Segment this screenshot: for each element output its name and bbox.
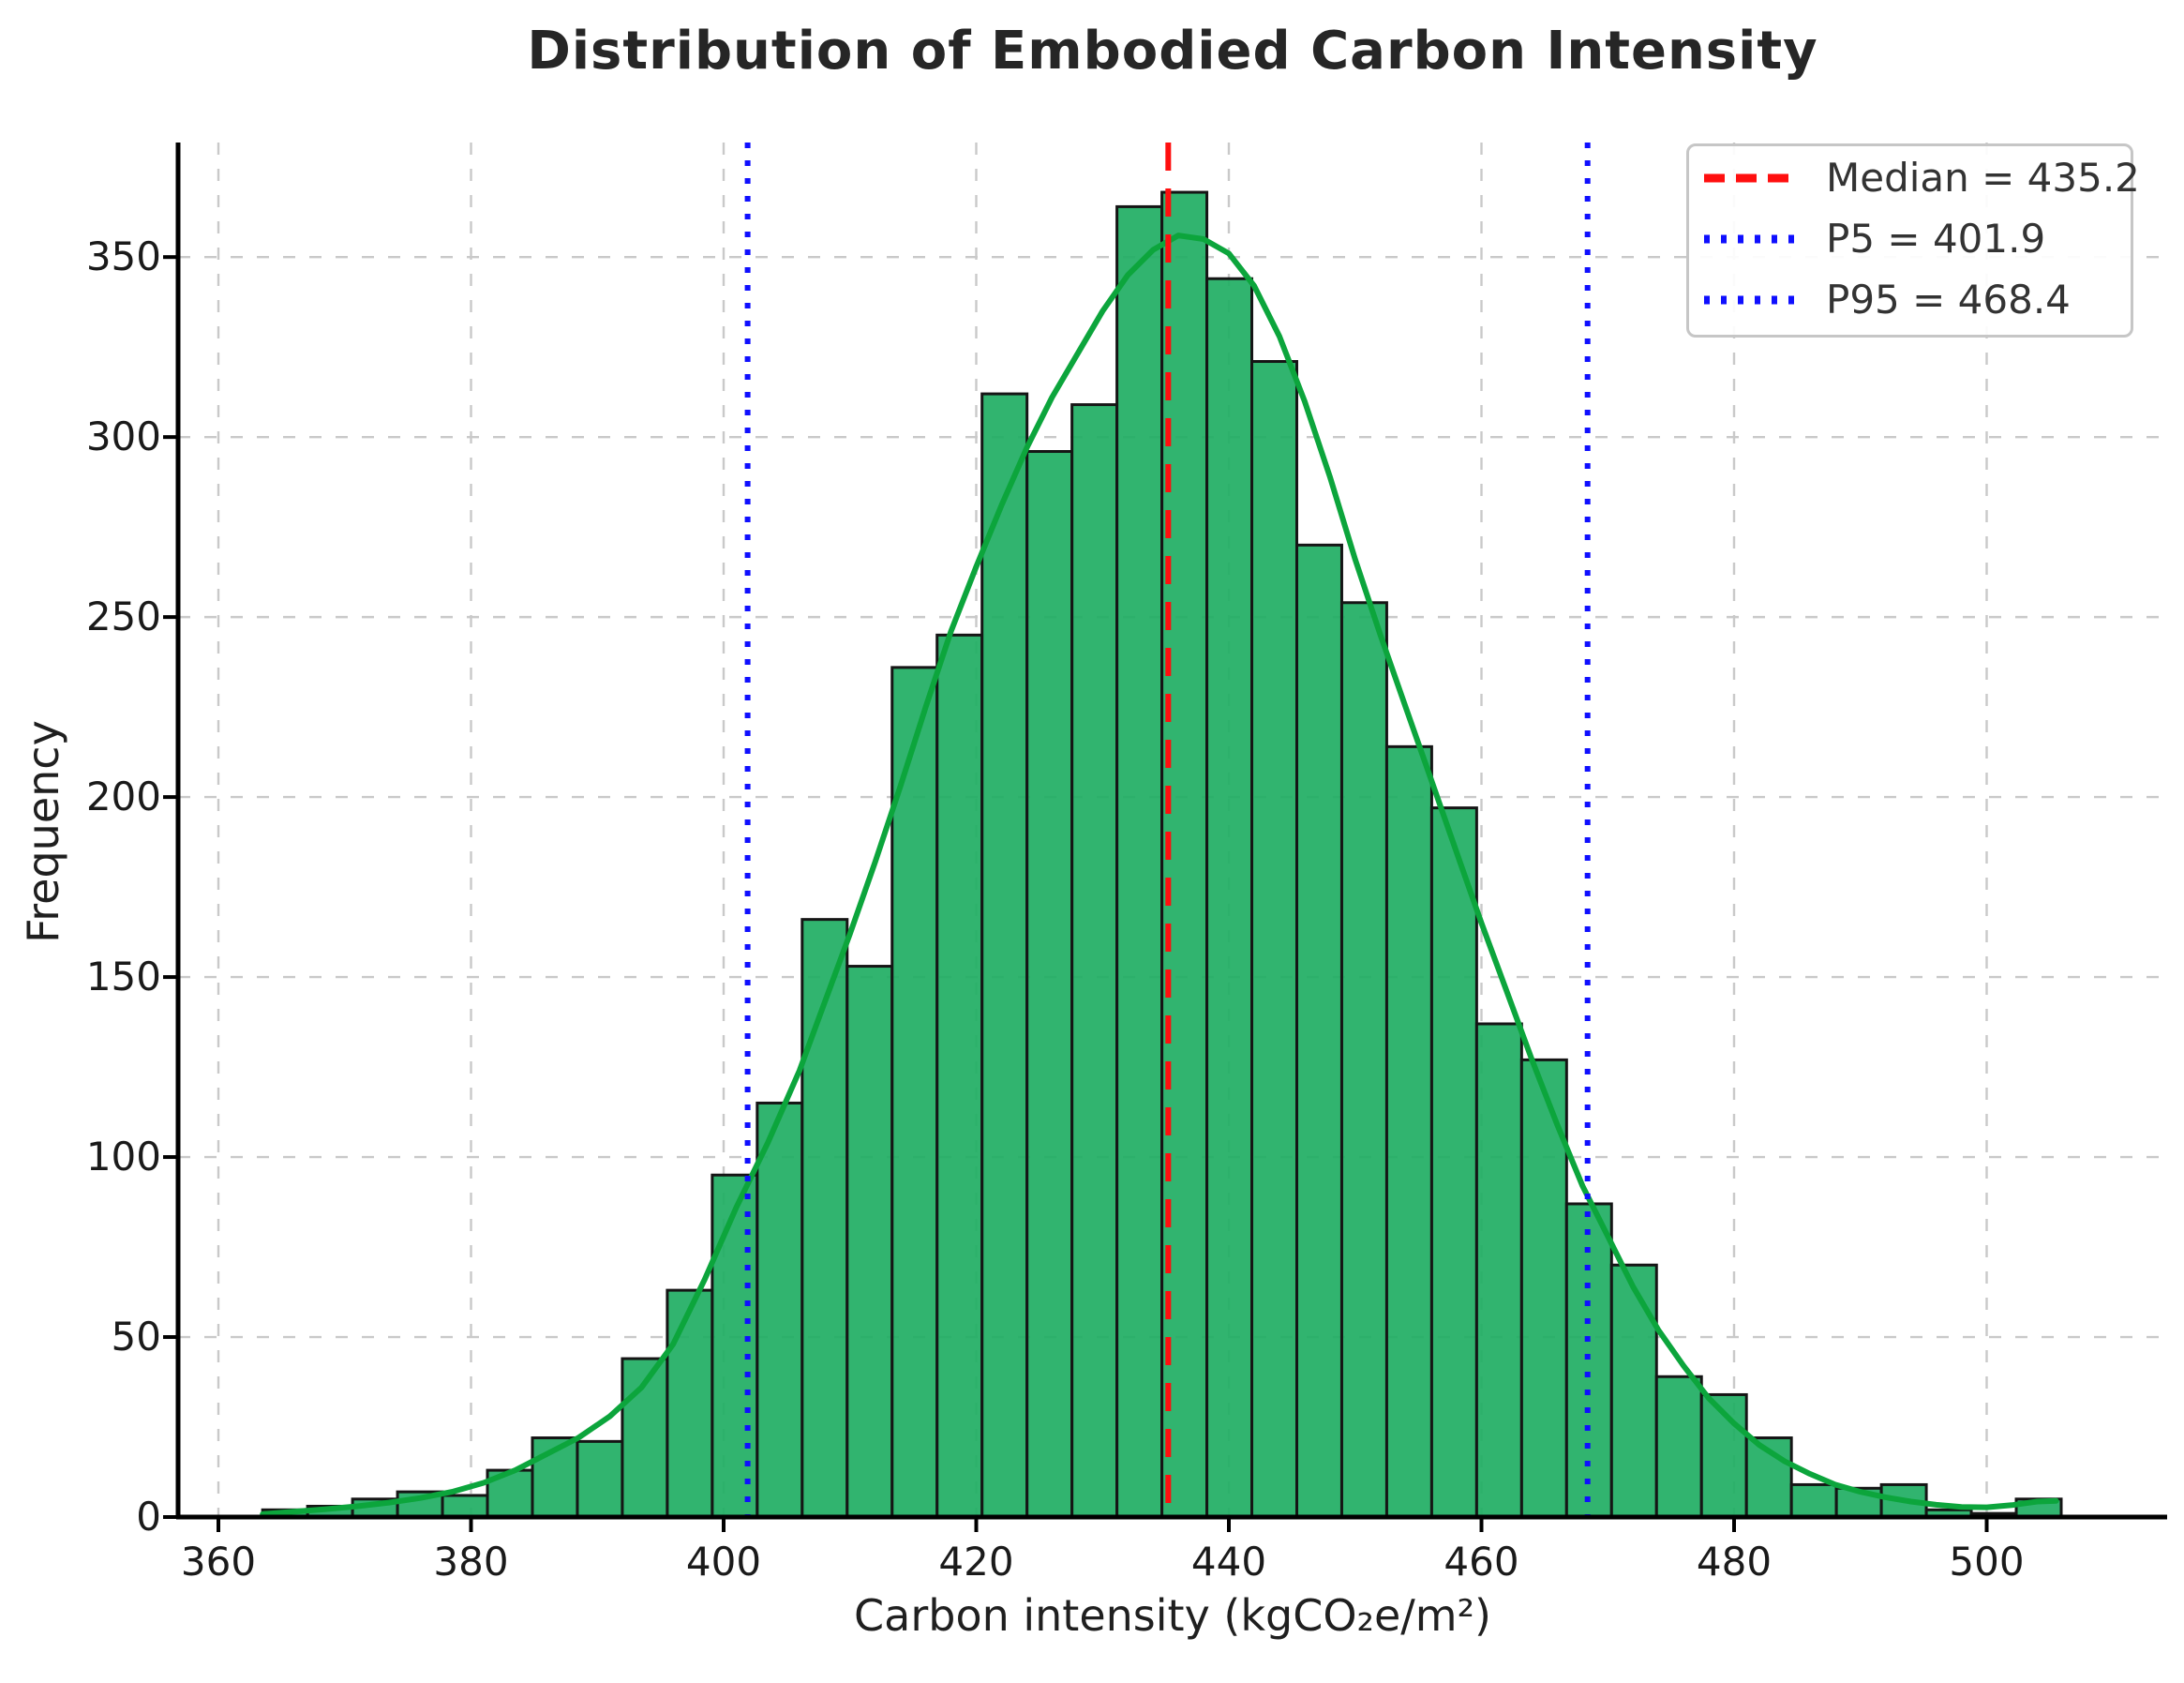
histogram-bar <box>1115 204 1164 1519</box>
x-tick-label: 480 <box>1696 1539 1773 1585</box>
legend-label-median: Median = 435.2 <box>1826 155 2140 201</box>
histogram-bar <box>1384 744 1433 1519</box>
y-tick-label: 250 <box>85 594 161 640</box>
y-tick-label: 350 <box>85 233 161 280</box>
histogram-bar <box>1609 1263 1658 1519</box>
chart-title: Distribution of Embodied Carbon Intensit… <box>527 21 1818 82</box>
x-tick-label: 460 <box>1444 1539 1519 1585</box>
legend-row-median: Median = 435.2 <box>1689 148 2140 207</box>
histogram-bar <box>441 1494 489 1519</box>
histogram-bar <box>666 1288 714 1519</box>
p95-line-sample-icon <box>1704 295 1798 304</box>
x-tick-label: 420 <box>938 1539 1014 1585</box>
x-tick-label: 380 <box>433 1539 509 1585</box>
histogram-bar <box>935 633 984 1519</box>
histogram-bar <box>1025 450 1074 1519</box>
legend-row-p5: P5 = 401.9 <box>1689 209 2131 268</box>
histogram-bar <box>755 1101 804 1519</box>
median-line-sample-icon <box>1704 173 1798 182</box>
x-axis-label: Carbon intensity (kgCO₂e/m²) <box>854 1590 1491 1641</box>
histogram-bar <box>1474 1022 1523 1519</box>
x-tick-label: 360 <box>180 1539 257 1585</box>
histogram-bar <box>1294 543 1343 1519</box>
histogram-bar <box>1429 806 1478 1519</box>
y-tick-label: 300 <box>85 413 161 460</box>
x-tick-label: 500 <box>1949 1539 2025 1585</box>
histogram-bar <box>1339 601 1388 1519</box>
histogram-bar <box>800 918 849 1519</box>
histogram-bar <box>1654 1375 1703 1519</box>
y-tick-label: 200 <box>85 774 161 820</box>
p5-line-sample-icon <box>1704 234 1798 243</box>
y-tick-label: 100 <box>85 1134 161 1180</box>
histogram-bar <box>1250 360 1298 1519</box>
histogram-bar <box>711 1173 759 1519</box>
y-tick-label: 0 <box>136 1494 161 1540</box>
x-tick-label: 400 <box>685 1539 762 1585</box>
histogram-bar <box>1205 277 1254 1519</box>
histogram-bar <box>980 392 1029 1519</box>
legend-row-p95: P95 = 468.4 <box>1689 270 2131 329</box>
legend: Median = 435.2 P5 = 401.9 P95 = 468.4 <box>1686 143 2140 338</box>
kde-curve <box>260 233 2059 1517</box>
histogram-bar <box>576 1439 624 1519</box>
legend-label-p5: P5 = 401.9 <box>1826 216 2046 262</box>
x-tick-label: 440 <box>1190 1539 1267 1585</box>
histogram-bar <box>1789 1482 1838 1519</box>
y-tick-label: 150 <box>85 954 161 1000</box>
legend-label-p95: P95 = 468.4 <box>1826 277 2071 323</box>
y-tick-label: 50 <box>111 1314 161 1360</box>
histogram-bar <box>845 965 894 1519</box>
histogram-bar <box>1070 403 1119 1519</box>
